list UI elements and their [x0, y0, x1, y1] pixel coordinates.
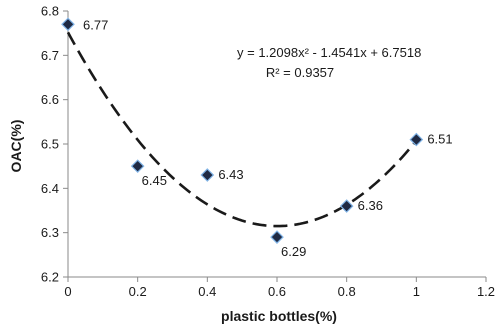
- data-label: 6.43: [218, 167, 243, 182]
- data-point: [130, 159, 145, 174]
- y-tick-label: 6.7: [41, 48, 59, 63]
- x-tick-label: 0.4: [198, 284, 216, 299]
- trendline: [66, 31, 418, 228]
- data-point: [339, 199, 354, 213]
- x-tick-label: 1: [413, 284, 420, 299]
- x-tick-label: 0: [64, 284, 71, 299]
- data-label: 6.51: [427, 132, 452, 147]
- trendline-r2: R² = 0.9357: [266, 65, 334, 80]
- data-labels: 6.77 6.45 6.43 6.29 6.36 6.51: [83, 17, 453, 259]
- data-label: 6.36: [358, 198, 383, 213]
- data-point: [409, 132, 424, 147]
- axes: [63, 10, 487, 282]
- x-tick-label: 1.2: [477, 284, 495, 299]
- x-tick-label: 0.2: [129, 284, 147, 299]
- x-tick-labels: 0 0.2 0.4 0.6 0.8 1 1.2: [64, 284, 495, 299]
- data-point: [270, 230, 284, 244]
- y-tick-label: 6.6: [41, 92, 59, 107]
- x-axis-title: plastic bottles(%): [221, 308, 337, 324]
- y-tick-label: 6.3: [41, 225, 59, 240]
- y-tick-label: 6.5: [41, 137, 59, 152]
- x-tick-label: 0.8: [338, 284, 356, 299]
- trendline-equation: y = 1.2098x² - 1.4541x + 6.7518: [237, 45, 421, 60]
- data-label: 6.77: [83, 17, 108, 32]
- y-tick-label: 6.4: [41, 181, 59, 196]
- data-points: [61, 17, 424, 244]
- y-tick-labels: 6.2 6.3 6.4 6.5 6.6 6.7 6.8: [41, 4, 59, 285]
- data-point: [200, 168, 215, 182]
- y-tick-label: 6.2: [41, 270, 59, 285]
- y-tick-label: 6.8: [41, 4, 59, 19]
- data-label: 6.45: [142, 173, 167, 188]
- x-tick-label: 0.6: [268, 284, 286, 299]
- data-label: 6.29: [281, 244, 306, 259]
- y-axis-title: OAC(%): [8, 120, 24, 173]
- data-point: [61, 17, 75, 32]
